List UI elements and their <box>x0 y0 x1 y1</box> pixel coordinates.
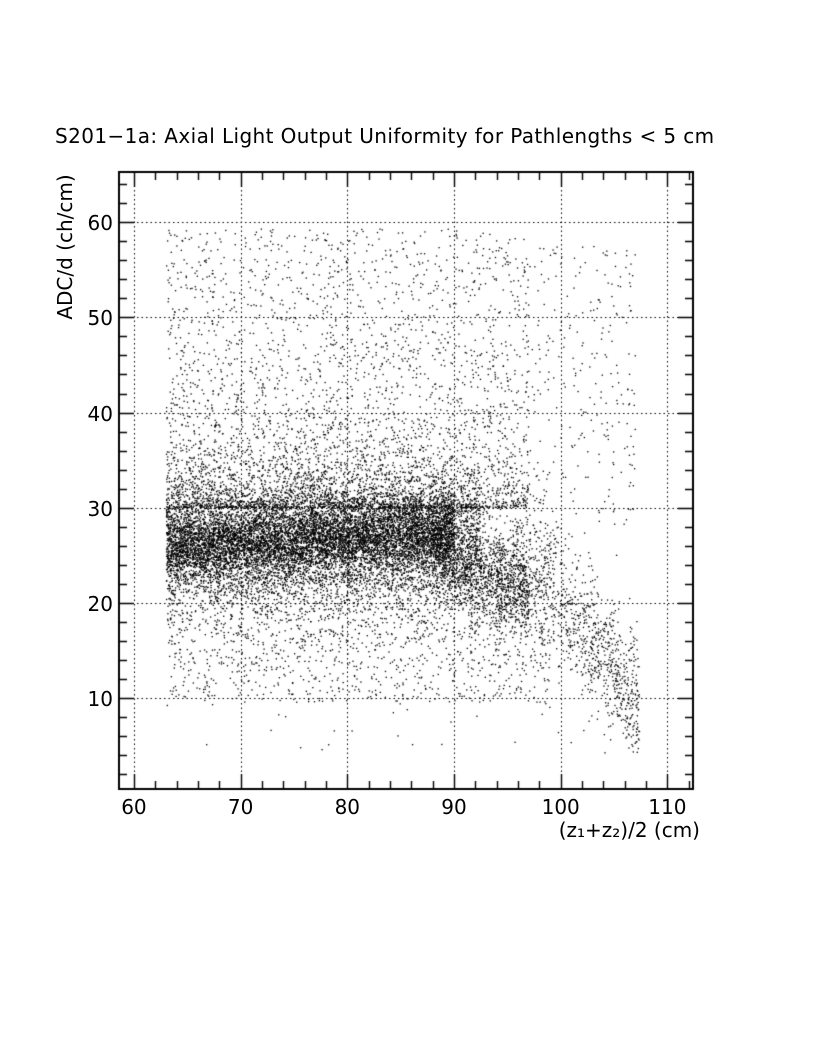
y-tick-label: 20 <box>87 591 113 616</box>
y-tick-label: 60 <box>87 211 113 236</box>
x-tick-label: 90 <box>441 795 467 819</box>
x-tick-label: 100 <box>541 795 580 819</box>
y-tick-label: 40 <box>87 401 113 426</box>
x-tick-label: 70 <box>227 795 254 819</box>
y-axis-label: ADC/d (ch/cm) <box>53 174 77 320</box>
x-axis-label: (z₁+z₂)/2 (cm) <box>558 818 700 842</box>
y-tick-label: 10 <box>87 686 113 711</box>
x-tick-label: 60 <box>121 795 147 819</box>
y-tick-label: 50 <box>87 306 113 331</box>
y-tick-label: 30 <box>87 496 113 521</box>
x-tick-label: 110 <box>648 795 687 819</box>
x-tick-label: 80 <box>334 795 361 819</box>
chart-title: S201−1a: Axial Light Output Uniformity f… <box>55 124 715 148</box>
